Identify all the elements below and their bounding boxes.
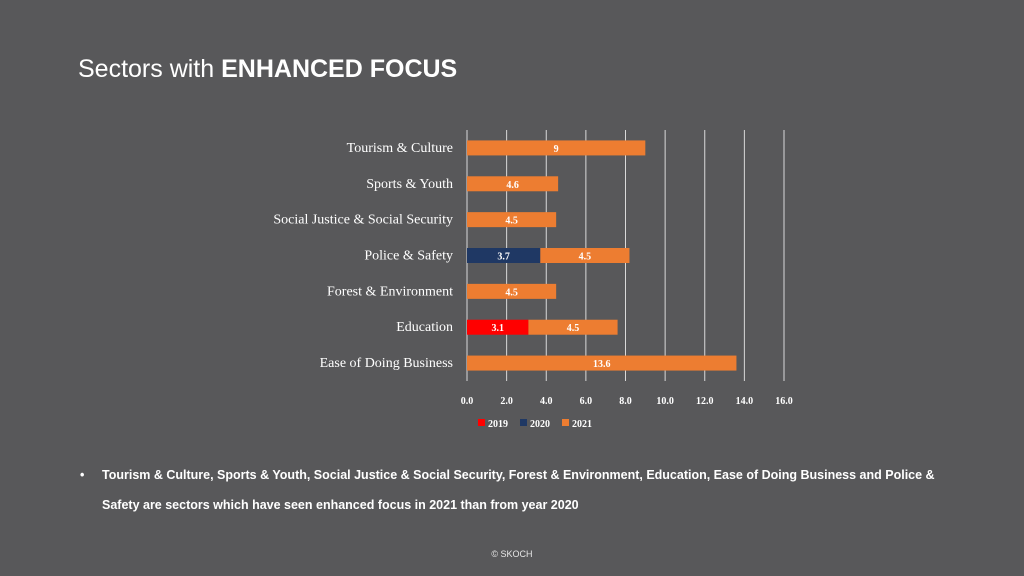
- bar-2019: [467, 319, 529, 335]
- x-tick-label: 12.0: [696, 396, 714, 407]
- bar-2021: [467, 140, 646, 156]
- data-label: 4.5: [579, 252, 592, 263]
- x-tick-label: 0.0: [461, 396, 474, 407]
- data-label: 4.5: [567, 323, 580, 334]
- category-label: Sports & Youth: [366, 177, 453, 192]
- x-tick-label: 2.0: [500, 396, 513, 407]
- data-label: 3.7: [497, 252, 510, 263]
- category-label: Forest & Environment: [327, 284, 453, 299]
- footer-copyright: © SKOCH: [491, 549, 533, 559]
- bullet-marker: •: [80, 468, 85, 482]
- legend-swatch-2021: [562, 419, 569, 426]
- data-label: 4.5: [505, 287, 518, 298]
- x-tick-label: 14.0: [736, 396, 754, 407]
- bar-2021: [467, 283, 557, 299]
- title-prefix: Sectors with: [78, 55, 222, 83]
- legend-swatch-2020: [520, 419, 527, 426]
- category-label: Police & Safety: [364, 249, 453, 264]
- data-label: 9: [554, 144, 559, 155]
- data-label: 4.5: [505, 216, 518, 227]
- bar-2021: [528, 319, 618, 335]
- bar-2020: [467, 248, 541, 263]
- bar-2021: [467, 355, 737, 371]
- data-label: 4.6: [506, 180, 519, 191]
- data-label: 3.1: [491, 323, 504, 334]
- bar-2021: [540, 248, 630, 263]
- legend-label: 2020: [530, 419, 550, 430]
- x-tick-label: 10.0: [656, 396, 674, 407]
- legend-label: 2021: [572, 419, 592, 430]
- slide-title: Sectors with ENHANCED FOCUS: [78, 52, 457, 86]
- bullet-text: Tourism & Culture, Sports & Youth, Socia…: [102, 468, 935, 512]
- bar-2021: [467, 176, 559, 192]
- bar-2021: [467, 212, 557, 228]
- title-emphasis: ENHANCED FOCUS: [221, 55, 458, 83]
- category-label: Social Justice & Social Security: [273, 213, 453, 228]
- x-tick-label: 4.0: [540, 396, 553, 407]
- category-label: Ease of Doing Business: [320, 356, 453, 371]
- x-tick-label: 8.0: [619, 396, 632, 407]
- x-tick-label: 16.0: [775, 396, 793, 407]
- data-label: 13.6: [593, 359, 611, 370]
- x-tick-label: 6.0: [580, 396, 593, 407]
- legend-label: 2019: [488, 419, 508, 430]
- legend-swatch-2019: [478, 419, 485, 426]
- category-label: Tourism & Culture: [347, 141, 453, 156]
- category-label: Education: [396, 320, 453, 335]
